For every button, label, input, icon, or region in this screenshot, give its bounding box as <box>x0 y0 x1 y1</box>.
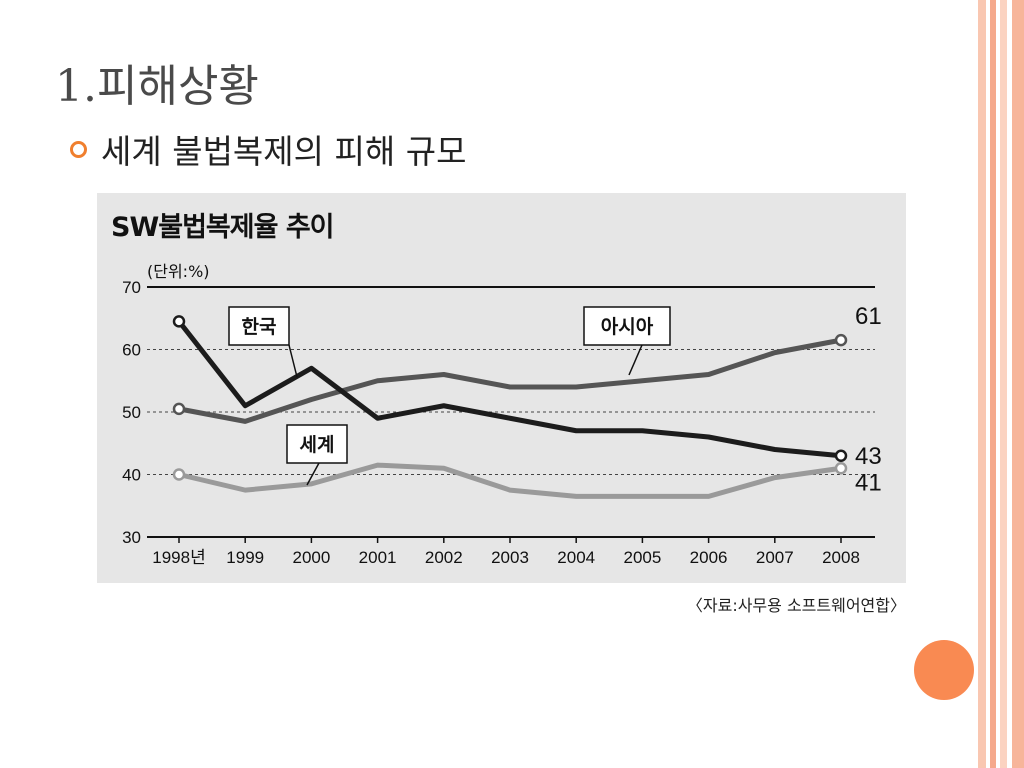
legend-leader-line <box>288 344 298 378</box>
x-tick-label: 2001 <box>359 548 397 567</box>
legend-box <box>583 306 671 346</box>
x-tick-label: 2002 <box>425 548 463 567</box>
y-tick-label: 60 <box>122 341 141 360</box>
bullet-circle-icon <box>70 140 87 158</box>
stripe-2 <box>990 0 996 768</box>
x-tick-label: 1998년 <box>152 548 205 567</box>
legend-box <box>228 306 290 346</box>
chart-unit: (단위:%) <box>147 262 210 281</box>
data-point <box>172 402 186 416</box>
legend-label: 한국 <box>242 316 277 338</box>
series-end-label: 61 <box>855 303 882 330</box>
series-line <box>178 337 842 424</box>
x-tick-label: 2006 <box>690 548 728 567</box>
x-tick-label: 2008 <box>822 548 860 567</box>
bullet-text: 세계 불법복제의 피해 규모 <box>101 132 467 171</box>
x-tick-label: 2007 <box>756 548 794 567</box>
legend-label: 세계 <box>300 434 335 456</box>
decorative-circle <box>914 640 974 700</box>
slide-title: 1.피해상황 <box>55 61 259 112</box>
y-tick-label: 70 <box>122 278 141 297</box>
series-end-label: 41 <box>855 469 882 496</box>
stripe-4 <box>1012 0 1024 768</box>
legend-leader-line <box>306 462 320 486</box>
chart-svg: 70 60 50 40 30 1998년 1999 2000 2001 2002 2003 2004 2… <box>122 278 882 567</box>
legend-label: 아시아 <box>601 316 654 338</box>
y-tick-label: 30 <box>122 528 141 547</box>
y-tick-label: 50 <box>122 403 141 422</box>
stripe-3 <box>1000 0 1007 768</box>
x-tick-label: 2004 <box>557 548 595 567</box>
series-line <box>178 462 842 499</box>
legend-leader-line <box>628 344 643 376</box>
y-tick-label: 40 <box>122 466 141 485</box>
source-note: 〈자료:사무용 소프트웨어연합〉 <box>686 596 906 615</box>
x-tick-label: 1999 <box>226 548 264 567</box>
legend-box <box>286 424 348 464</box>
x-tick-label: 2000 <box>292 548 330 567</box>
data-point <box>172 468 186 481</box>
data-point <box>172 315 186 328</box>
series-line <box>177 319 842 459</box>
stripe-1 <box>978 0 986 768</box>
series-end-label: 43 <box>855 443 882 470</box>
x-tick-label: 2003 <box>491 548 529 567</box>
chart-title: SW불법복제율 추이 <box>111 212 335 243</box>
data-point <box>834 449 848 462</box>
data-point <box>834 333 848 347</box>
data-point <box>834 462 848 475</box>
bullet-item: 세계 불법복제의 피해 규모 <box>70 125 466 173</box>
chart-panel: SW불법복제율 추이 (단위:%) 70 60 50 40 30 1998년 1999 200… <box>97 193 906 583</box>
x-tick-label: 2005 <box>623 548 661 567</box>
